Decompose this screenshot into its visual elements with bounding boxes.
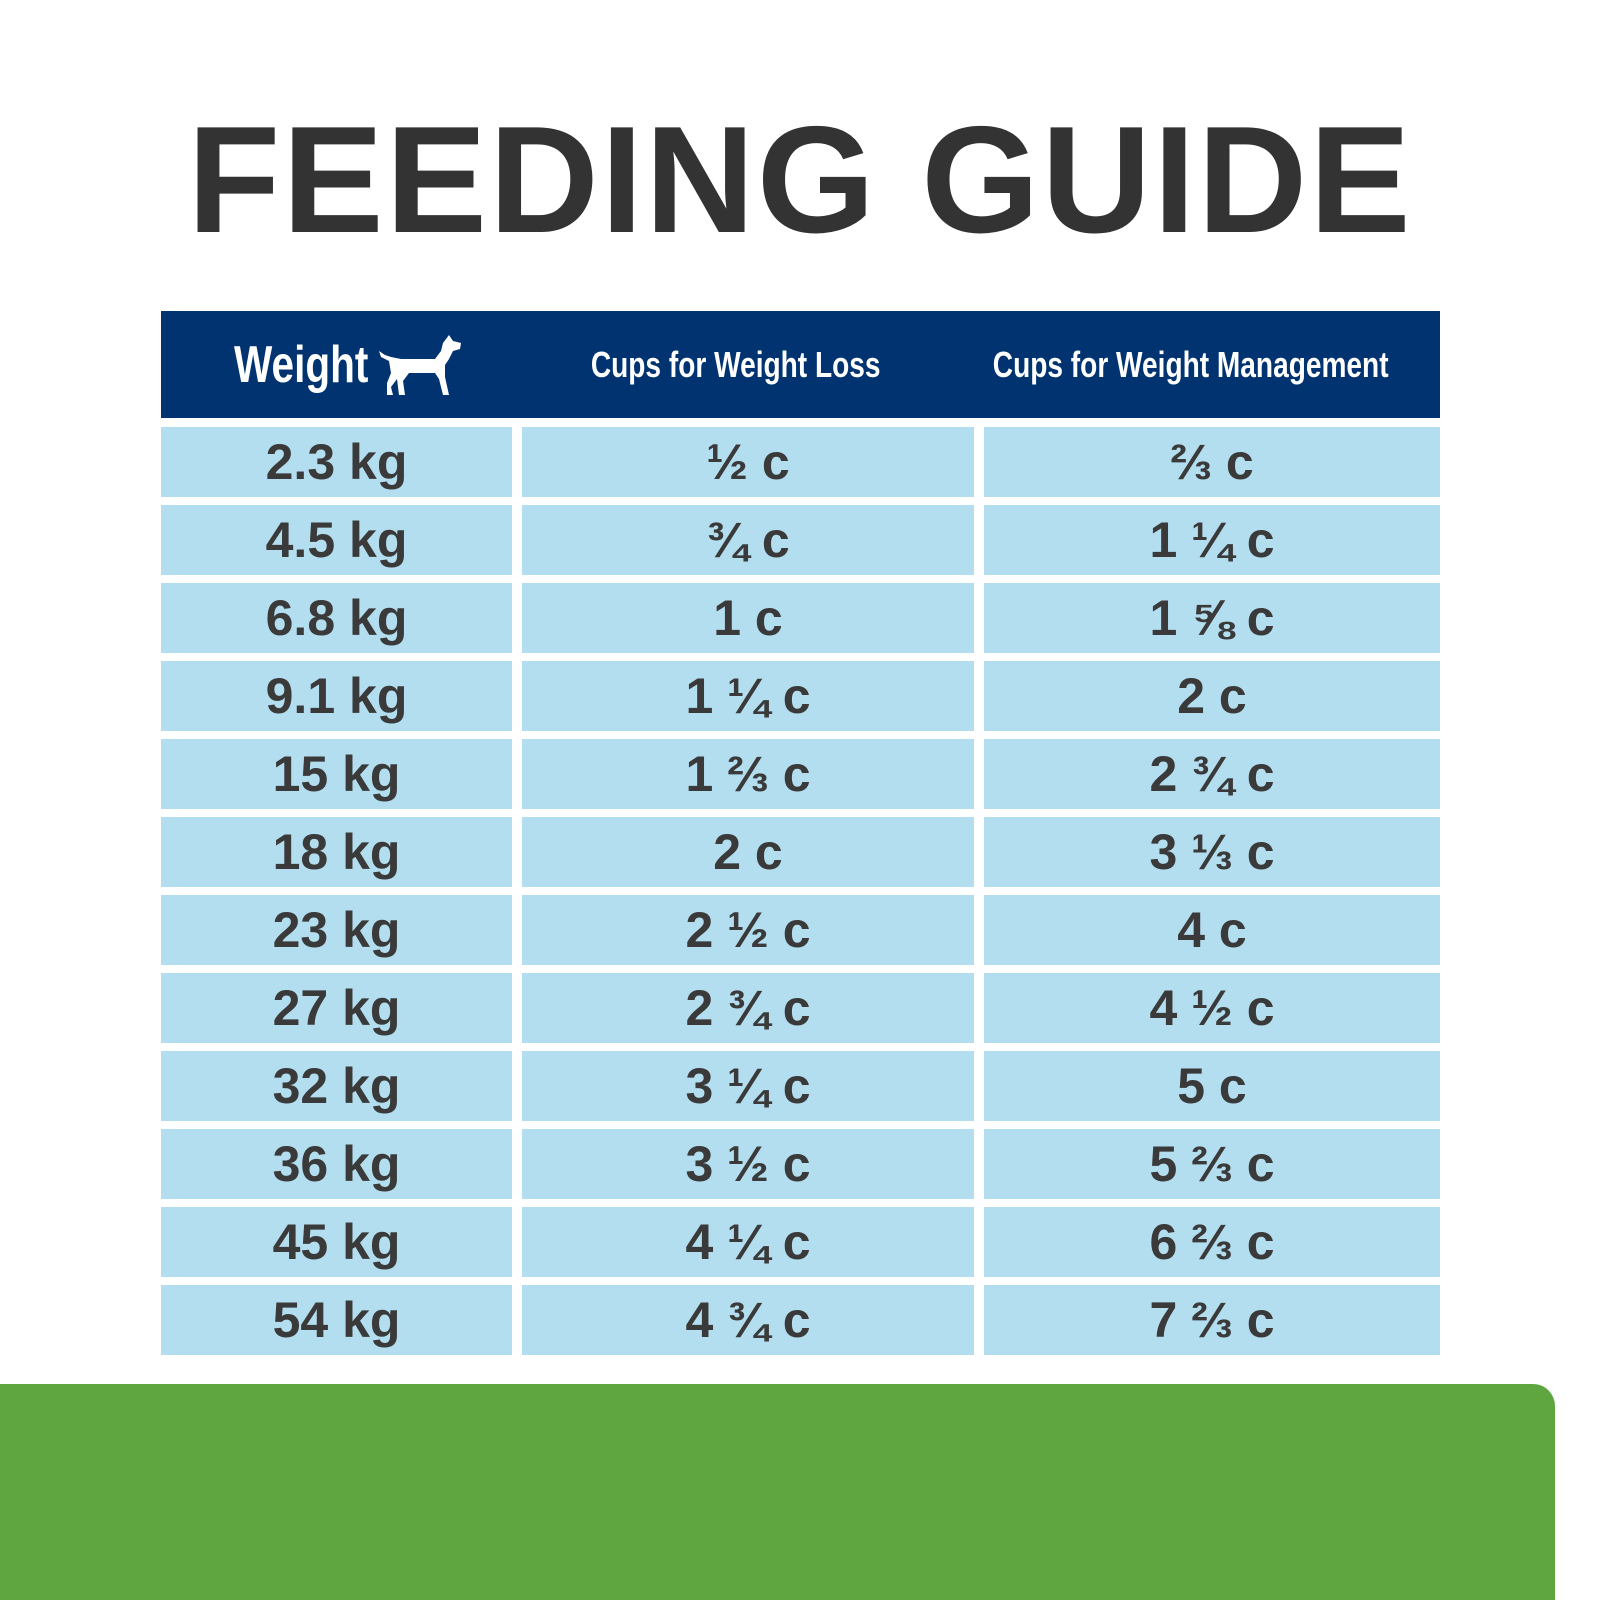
weight-cell: 54 kg (161, 1285, 512, 1355)
weight-cell: 45 kg (161, 1207, 512, 1277)
green-banner (0, 1384, 1555, 1600)
cups-cell: 1 c (522, 583, 974, 653)
weight-cell: 15 kg (161, 739, 512, 809)
cups-cell: 4 ¼ c (522, 1207, 974, 1277)
header-text: Weight (233, 335, 369, 394)
cups-cell: 3 ½ c (522, 1129, 974, 1199)
dog-icon (379, 335, 461, 395)
header-text: Cups for Weight Management (993, 343, 1389, 385)
weight-cell: 23 kg (161, 895, 512, 965)
weight-cell: 2.3 kg (161, 427, 512, 497)
cups-cell: 2 ¾ c (522, 973, 974, 1043)
cups-cell: ⅔ c (984, 427, 1440, 497)
weight-cell: 4.5 kg (161, 505, 512, 575)
cups-cell: 1 ¼ c (522, 661, 974, 731)
cups-cell: 2 ¾ c (984, 739, 1440, 809)
feeding-table: Weight Cups for Weight Loss Cups for Wei… (161, 311, 1440, 1363)
cups-cell: 3 ¼ c (522, 1051, 974, 1121)
cups-cell: 3 ⅓ c (984, 817, 1440, 887)
cups-cell: 5 ⅔ c (984, 1129, 1440, 1199)
weight-cell: 6.8 kg (161, 583, 512, 653)
cups-cell: 1 ⅝ c (984, 583, 1440, 653)
cups-cell: 5 c (984, 1051, 1440, 1121)
cups-cell: 4 c (984, 895, 1440, 965)
cups-cell: 4 ¾ c (522, 1285, 974, 1355)
weight-cell: 9.1 kg (161, 661, 512, 731)
cups-cell: 2 c (522, 817, 974, 887)
title: FEEDING GUIDE (187, 95, 1413, 265)
weight-cell: 18 kg (161, 817, 512, 887)
cups-cell: 1 ¼ c (984, 505, 1440, 575)
header-text: Cups for Weight Loss (591, 343, 881, 385)
cups-cell: 6 ⅔ c (984, 1207, 1440, 1277)
header-cell: Cups for Weight Loss (521, 311, 951, 418)
weight-cell: 27 kg (161, 973, 512, 1043)
cups-cell: 4 ½ c (984, 973, 1440, 1043)
cups-cell: ½ c (522, 427, 974, 497)
header-cell: Cups for Weight Management (951, 311, 1431, 418)
cups-cell: 2 ½ c (522, 895, 974, 965)
header-cell: Weight (201, 311, 401, 418)
cups-cell: ¾ c (522, 505, 974, 575)
cups-cell: 2 c (984, 661, 1440, 731)
table-header: Weight Cups for Weight Loss Cups for Wei… (161, 311, 1440, 418)
cups-cell: 1 ⅔ c (522, 739, 974, 809)
cups-cell: 7 ⅔ c (984, 1285, 1440, 1355)
weight-cell: 32 kg (161, 1051, 512, 1121)
weight-cell: 36 kg (161, 1129, 512, 1199)
